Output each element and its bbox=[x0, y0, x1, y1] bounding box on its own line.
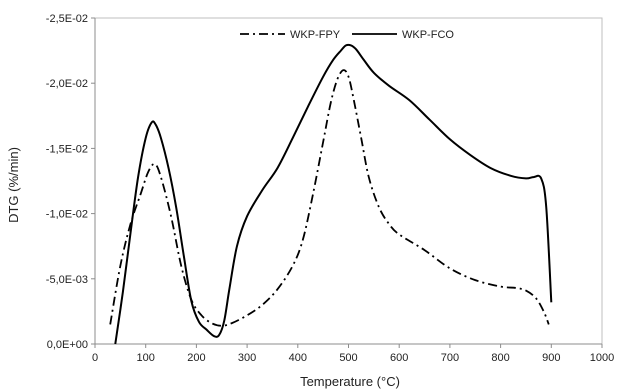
x-tick-label: 800 bbox=[491, 352, 509, 364]
x-tick-label: 500 bbox=[339, 352, 357, 364]
y-tick-label: -2,5E-02 bbox=[46, 13, 88, 25]
y-tick-label: -1,0E-02 bbox=[46, 209, 88, 221]
y-tick-label: -1,5E-02 bbox=[46, 143, 88, 155]
legend-label-wkp-fpy: WKP-FPY bbox=[290, 29, 341, 41]
x-tick-label: 600 bbox=[390, 352, 408, 364]
y-tick-label: -2,0E-02 bbox=[46, 78, 88, 90]
y-tick-label: 0,0E+00 bbox=[47, 339, 88, 351]
y-axis-title-group: DTG (%/min) bbox=[6, 147, 21, 223]
y-tick-label: -5,0E-03 bbox=[46, 274, 88, 286]
x-tick-label: 200 bbox=[187, 352, 205, 364]
legend-label-wkp-fco: WKP-FCO bbox=[402, 29, 454, 41]
x-axis-title: Temperature (°C) bbox=[300, 374, 400, 389]
x-tick-label: 1000 bbox=[590, 352, 614, 364]
x-tick-label: 300 bbox=[238, 352, 256, 364]
x-tick-label: 400 bbox=[289, 352, 307, 364]
x-tick-label: 100 bbox=[137, 352, 155, 364]
x-tick-label: 0 bbox=[92, 352, 98, 364]
y-axis-title: DTG (%/min) bbox=[6, 147, 21, 223]
x-tick-label: 700 bbox=[441, 352, 459, 364]
series-line-wkp-fco bbox=[114, 43, 553, 345]
series-line-wkp-fpy bbox=[109, 69, 550, 327]
x-tick-label: 900 bbox=[542, 352, 560, 364]
